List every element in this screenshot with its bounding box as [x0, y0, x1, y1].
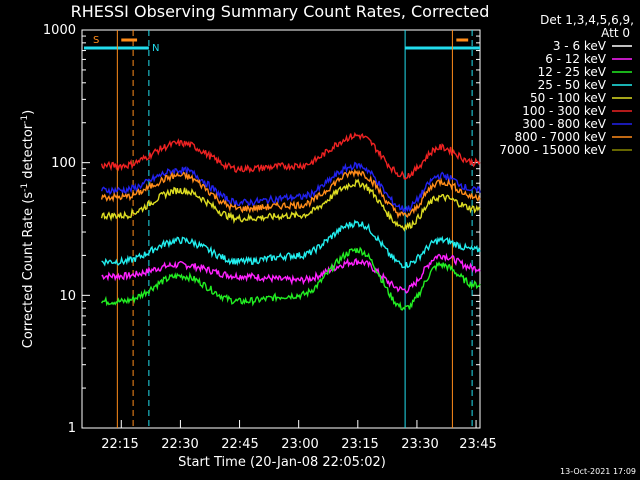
y-axis-label-main: Corrected Count Rate (s — [21, 192, 36, 349]
legend-label-6: 300 - 800 keV — [522, 117, 606, 131]
legend-header-1: Det 1,3,4,5,6,9, — [540, 13, 634, 27]
x-tick-label-2300: 23:00 — [281, 437, 318, 452]
y-axis-label-mid: detector — [21, 123, 36, 183]
y-tick-label-1000: 1000 — [43, 23, 76, 38]
legend-label-5: 100 - 300 keV — [522, 104, 606, 118]
series-group — [100, 131, 481, 311]
y-axis-label-sup2: -1 — [20, 115, 30, 124]
y-tick-label-10: 10 — [59, 289, 76, 304]
y-axis-label: Corrected Count Rate (s-1 detector-1) — [20, 110, 36, 348]
legend-label-1: 6 - 12 keV — [545, 52, 607, 66]
legend-label-0: 3 - 6 keV — [553, 39, 607, 53]
x-axis-label: Start Time (20-Jan-08 22:05:02) — [178, 455, 386, 470]
y-axis-label-end: ) — [21, 110, 36, 115]
legend-header-2: Att 0 — [601, 26, 630, 40]
series-line-6 — [100, 161, 481, 214]
series-line-4 — [100, 178, 481, 232]
legend-label-4: 50 - 100 keV — [530, 91, 607, 105]
period-overlays — [84, 30, 480, 428]
x-tick-label-2345: 23:45 — [459, 437, 496, 452]
legend-label-2: 12 - 25 keV — [538, 65, 607, 79]
y-tick-label-100: 100 — [51, 156, 76, 171]
x-tick-label-2330: 23:30 — [401, 437, 438, 452]
footer-date: 13-Oct-2021 17:09 — [560, 467, 636, 476]
series-line-7 — [100, 168, 481, 220]
series-line-3 — [101, 219, 481, 270]
legend-label-8: 7000 - 15000 keV — [499, 143, 606, 157]
plot-frame — [81, 29, 481, 429]
series-line-1 — [101, 252, 481, 294]
series-line-2 — [100, 246, 481, 311]
series-line-5 — [100, 131, 481, 180]
x-tick-label-2245: 22:45 — [221, 437, 258, 452]
legend-label-7: 800 - 7000 keV — [515, 130, 607, 144]
y-tick-label-1: 1 — [68, 421, 76, 436]
legend-label-3: 25 - 50 keV — [538, 78, 607, 92]
x-tick-label-2230: 22:30 — [161, 437, 198, 452]
chart-title: RHESSI Observing Summary Count Rates, Co… — [71, 2, 490, 21]
flag-label-s: S — [93, 35, 99, 46]
y-axis-label-sup1: -1 — [20, 183, 30, 192]
x-tick-label-2215: 22:15 — [101, 437, 138, 452]
x-tick-label-2315: 23:15 — [341, 437, 378, 452]
flag-label-n: N — [152, 43, 159, 54]
axis-ticks — [82, 35, 480, 429]
